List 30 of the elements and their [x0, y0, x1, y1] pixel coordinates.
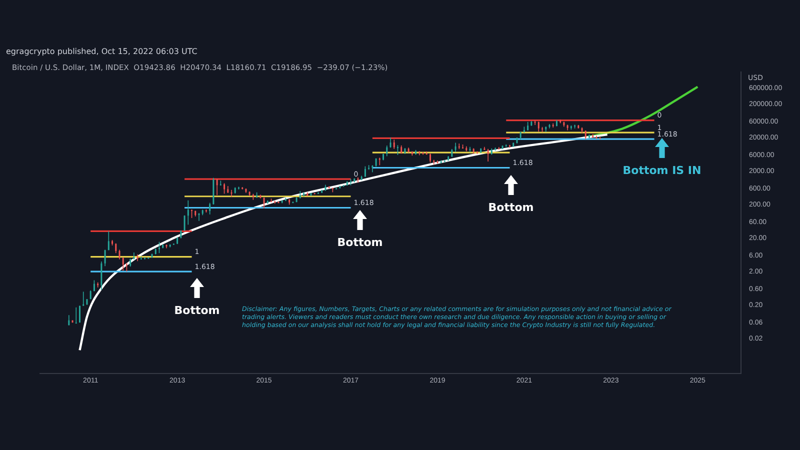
candlestick — [104, 249, 106, 267]
annotation: Bottom IS IN — [622, 164, 702, 177]
candlestick — [75, 307, 77, 324]
annotation: Bottom — [488, 201, 534, 214]
candlestick — [108, 230, 110, 251]
candlestick — [209, 202, 211, 215]
candlestick — [224, 182, 226, 194]
candlestick — [187, 200, 189, 226]
candlestick — [270, 198, 272, 202]
candlestick — [82, 291, 84, 306]
candlestick — [487, 148, 489, 162]
candlestick — [454, 142, 456, 152]
annotation: Bottom — [337, 236, 383, 249]
candlestick — [216, 178, 218, 196]
candlestick — [122, 256, 124, 272]
candlestick — [386, 145, 388, 157]
annotation: Bottom — [174, 304, 220, 317]
candlestick — [136, 254, 138, 262]
candlestick — [596, 135, 598, 140]
candlestick — [534, 120, 536, 126]
candlestick — [118, 249, 120, 260]
candlestick — [115, 242, 117, 254]
candlestick — [393, 139, 395, 150]
candlestick — [350, 178, 352, 186]
candlestick — [263, 197, 265, 209]
candlestick — [396, 144, 398, 156]
candlestick — [100, 261, 102, 290]
chart-title: egragcrypto published, Oct 15, 2022 06:03 UTC — [6, 47, 198, 56]
candlestick — [538, 121, 540, 132]
candlestick — [230, 190, 232, 198]
